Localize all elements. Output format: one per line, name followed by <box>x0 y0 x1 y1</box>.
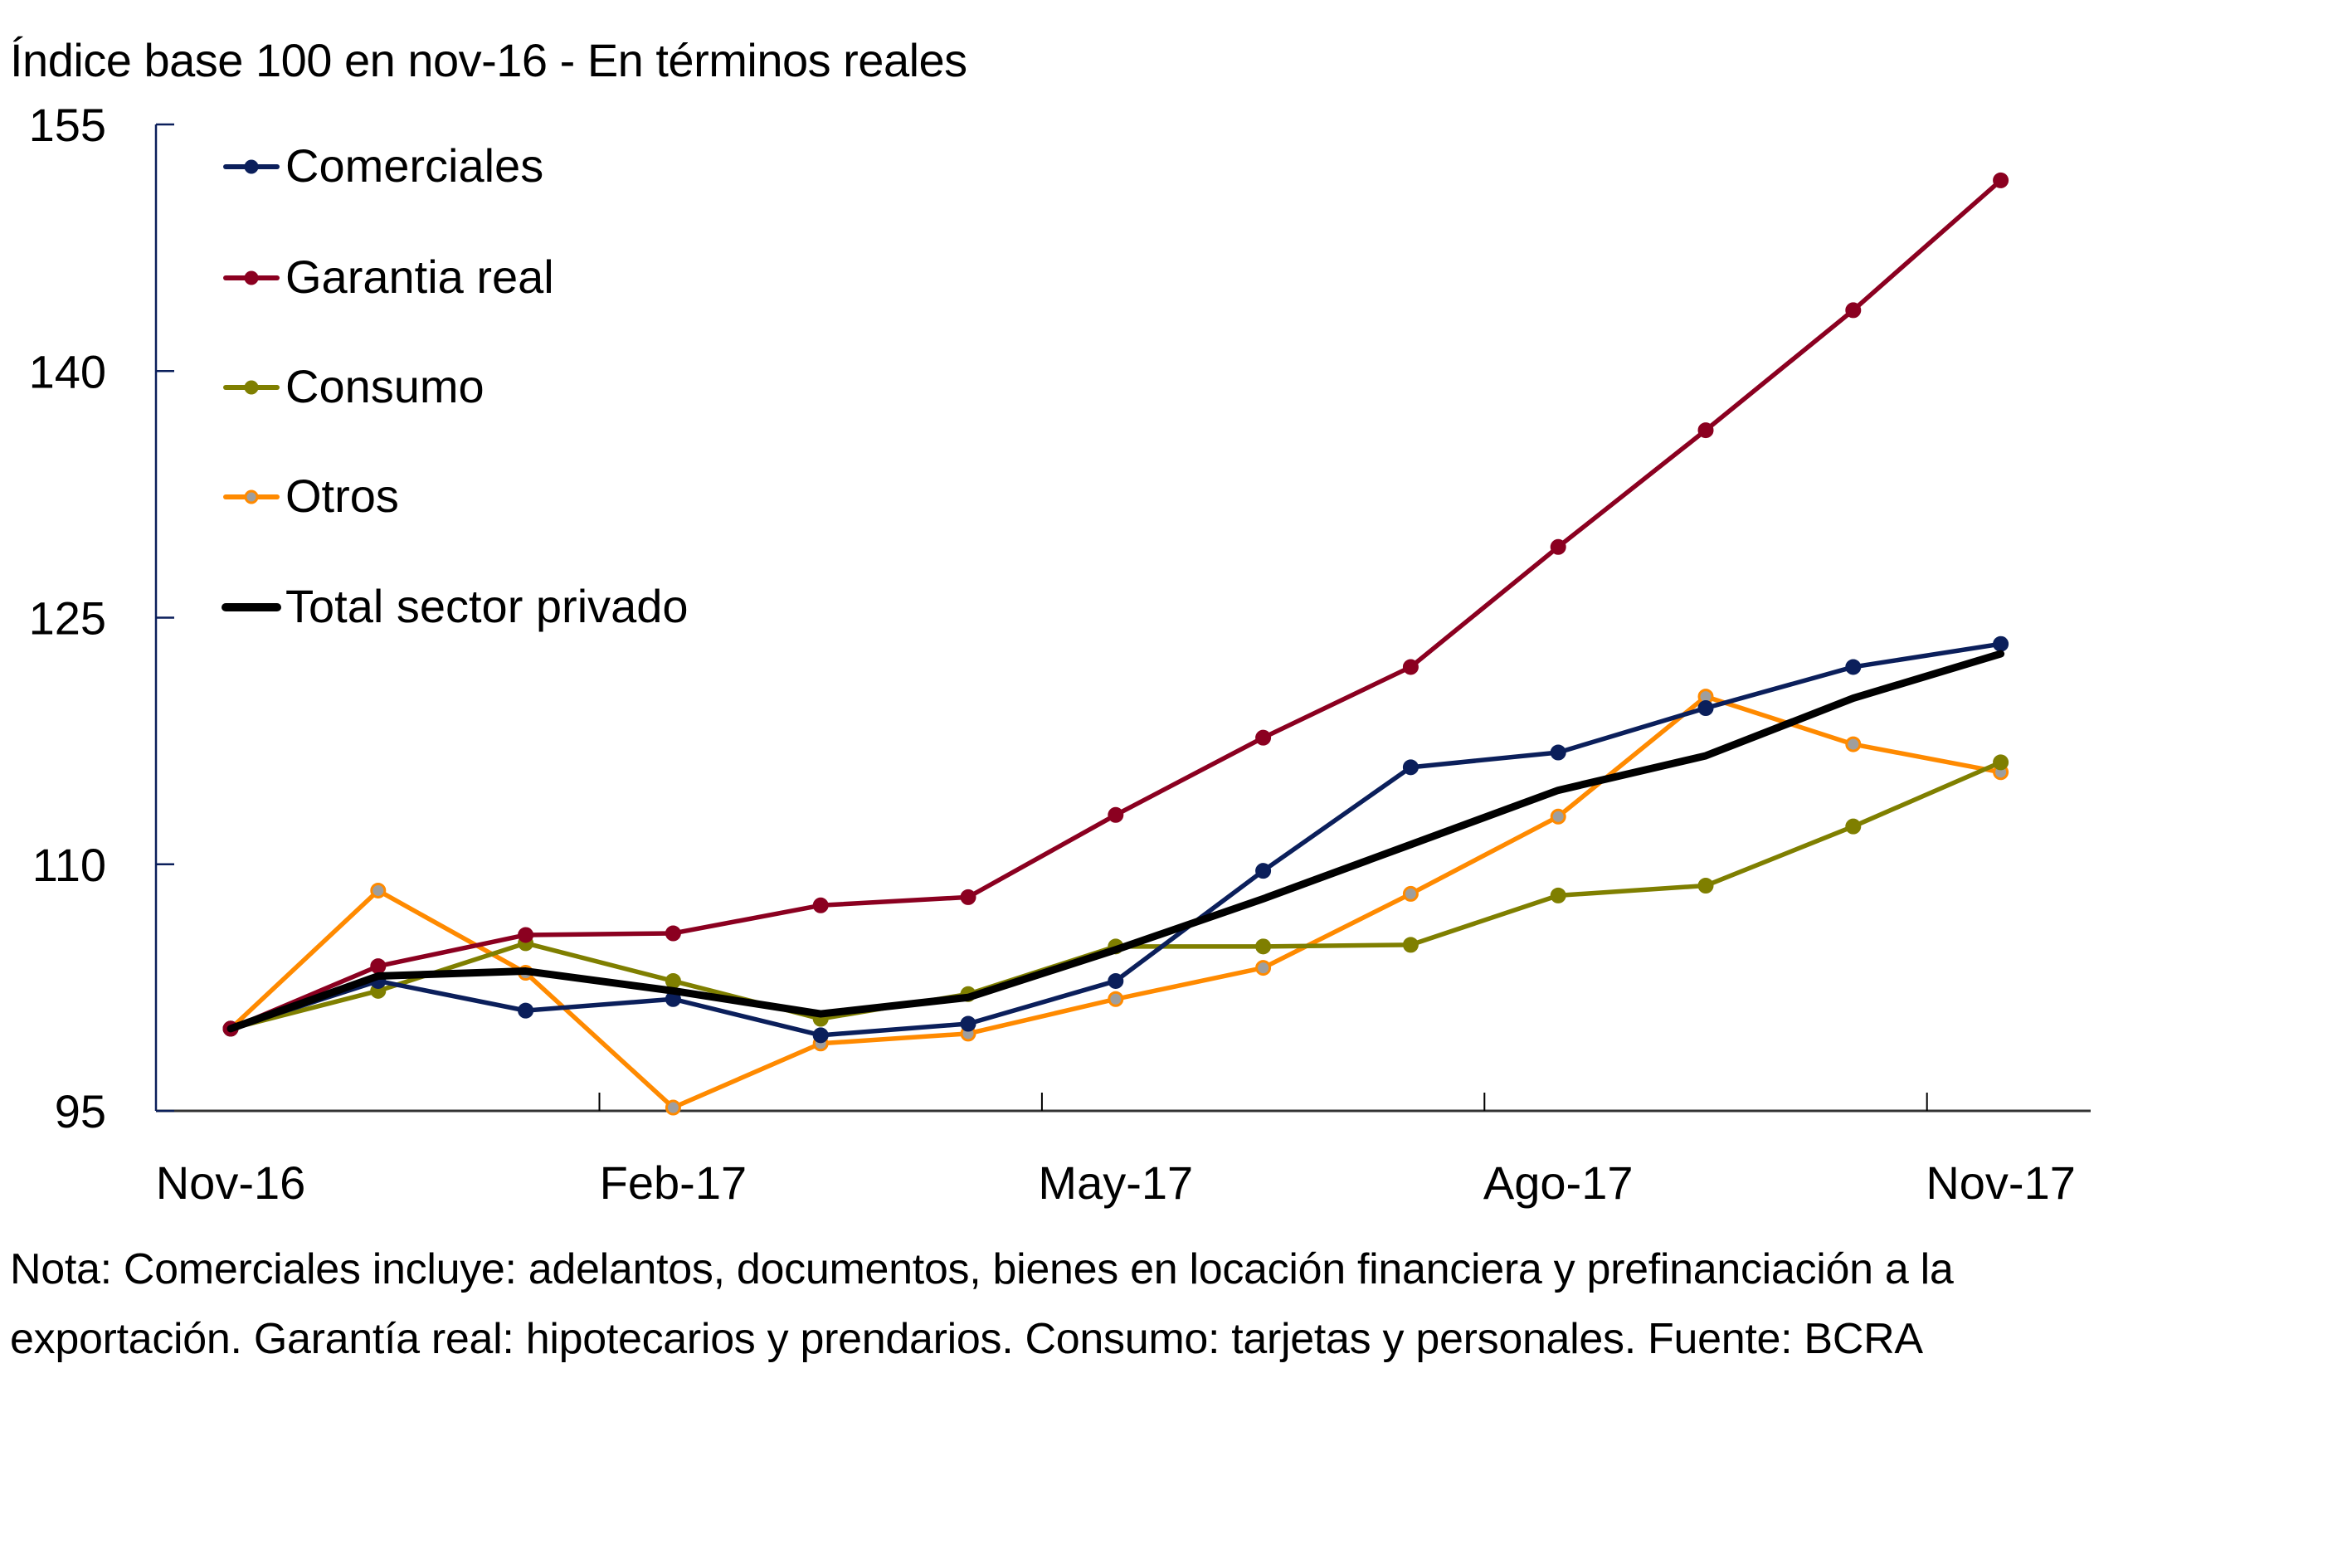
data-point-comerciales <box>1255 863 1272 879</box>
legend: Comerciales Garantia real Consumo Otros Tota… <box>222 139 689 632</box>
legend-item-comerciales: Comerciales <box>223 139 543 192</box>
data-point-consumo <box>1550 887 1566 903</box>
legend-item-garantia-real: Garantia real <box>223 251 554 303</box>
legend-marker-consumo <box>244 380 259 395</box>
axes: 95 110 125 140 155 Nov-16 Feb-17 May-17 Ago-17 No… <box>29 99 2091 1209</box>
data-point-consumo <box>1255 938 1272 955</box>
data-point-comerciales <box>518 1002 534 1019</box>
legend-label: Total sector privado <box>285 580 689 632</box>
legend-item-total-sector-privado: Total sector privado <box>222 580 689 632</box>
x-tick-label: Nov-17 <box>1926 1157 2076 1209</box>
series-total-sector-privado <box>226 650 2005 1033</box>
data-point-consumo <box>1993 754 2009 771</box>
chart-subtitle: Índice base 100 en nov-16 - En términos … <box>10 34 967 86</box>
data-point-garantia-real <box>1550 538 1566 555</box>
series-group <box>222 172 2009 1116</box>
legend-item-otros: Otros <box>223 470 399 522</box>
series-line-otros <box>228 694 2004 1110</box>
legend-label: Consumo <box>285 360 485 412</box>
x-tick-label: Nov-16 <box>156 1157 306 1209</box>
data-point-otros <box>1255 960 1272 976</box>
data-point-consumo <box>665 972 681 989</box>
legend-marker-otros <box>244 489 259 504</box>
data-point-garantia-real <box>1108 806 1124 823</box>
data-point-otros <box>370 882 387 898</box>
data-point-garantia-real <box>1697 422 1714 439</box>
y-tick-label: 155 <box>29 99 106 151</box>
legend-label: Otros <box>285 470 399 522</box>
data-point-garantia-real <box>1402 659 1419 675</box>
series-garantia-real <box>222 172 2009 1037</box>
data-point-garantia-real <box>812 897 829 913</box>
data-point-otros <box>665 1099 681 1116</box>
data-point-comerciales <box>812 1027 829 1044</box>
data-point-garantia-real <box>960 889 976 905</box>
legend-item-consumo: Consumo <box>223 360 485 412</box>
data-point-comerciales <box>960 1015 976 1032</box>
series-line-total-sector-privado <box>226 650 2005 1033</box>
x-tick-label: May-17 <box>1038 1157 1193 1209</box>
data-point-comerciales <box>1550 744 1566 761</box>
chart-note: Nota: Comerciales incluye: adelantos, do… <box>10 1245 1954 1363</box>
data-point-otros <box>1108 991 1124 1007</box>
data-point-garantia-real <box>1255 729 1272 746</box>
x-tick-label: Ago-17 <box>1483 1157 1634 1209</box>
data-point-garantia-real <box>518 927 534 943</box>
series-otros <box>222 689 2009 1116</box>
line-chart: 95 110 125 140 155 Nov-16 Feb-17 May-17 Ago-17 No… <box>29 99 2091 1209</box>
data-point-garantia-real <box>370 958 387 975</box>
data-point-garantia-real <box>1845 302 1862 319</box>
data-point-consumo <box>1845 818 1862 835</box>
data-point-consumo <box>1402 937 1419 953</box>
legend-label: Garantia real <box>285 251 554 303</box>
legend-marker-garantia-real <box>244 270 259 285</box>
data-point-garantia-real <box>665 925 681 942</box>
data-point-garantia-real <box>1993 172 2009 188</box>
y-tick-label: 95 <box>55 1085 106 1137</box>
data-point-otros <box>1845 736 1862 752</box>
data-point-otros <box>1402 885 1419 902</box>
data-point-comerciales <box>1108 972 1124 989</box>
series-comerciales <box>222 635 2009 1044</box>
y-tick-label: 140 <box>29 345 106 397</box>
y-tick-label: 110 <box>32 839 106 891</box>
y-tick-label: 125 <box>29 592 106 645</box>
data-point-otros <box>1550 808 1566 825</box>
legend-marker-comerciales <box>244 159 259 174</box>
data-point-comerciales <box>1993 635 2009 652</box>
legend-label: Comerciales <box>285 139 543 192</box>
x-tick-label: Feb-17 <box>600 1157 747 1209</box>
data-point-consumo <box>1697 878 1714 894</box>
data-point-comerciales <box>1697 699 1714 716</box>
data-point-comerciales <box>1845 659 1862 675</box>
data-point-comerciales <box>1402 759 1419 776</box>
